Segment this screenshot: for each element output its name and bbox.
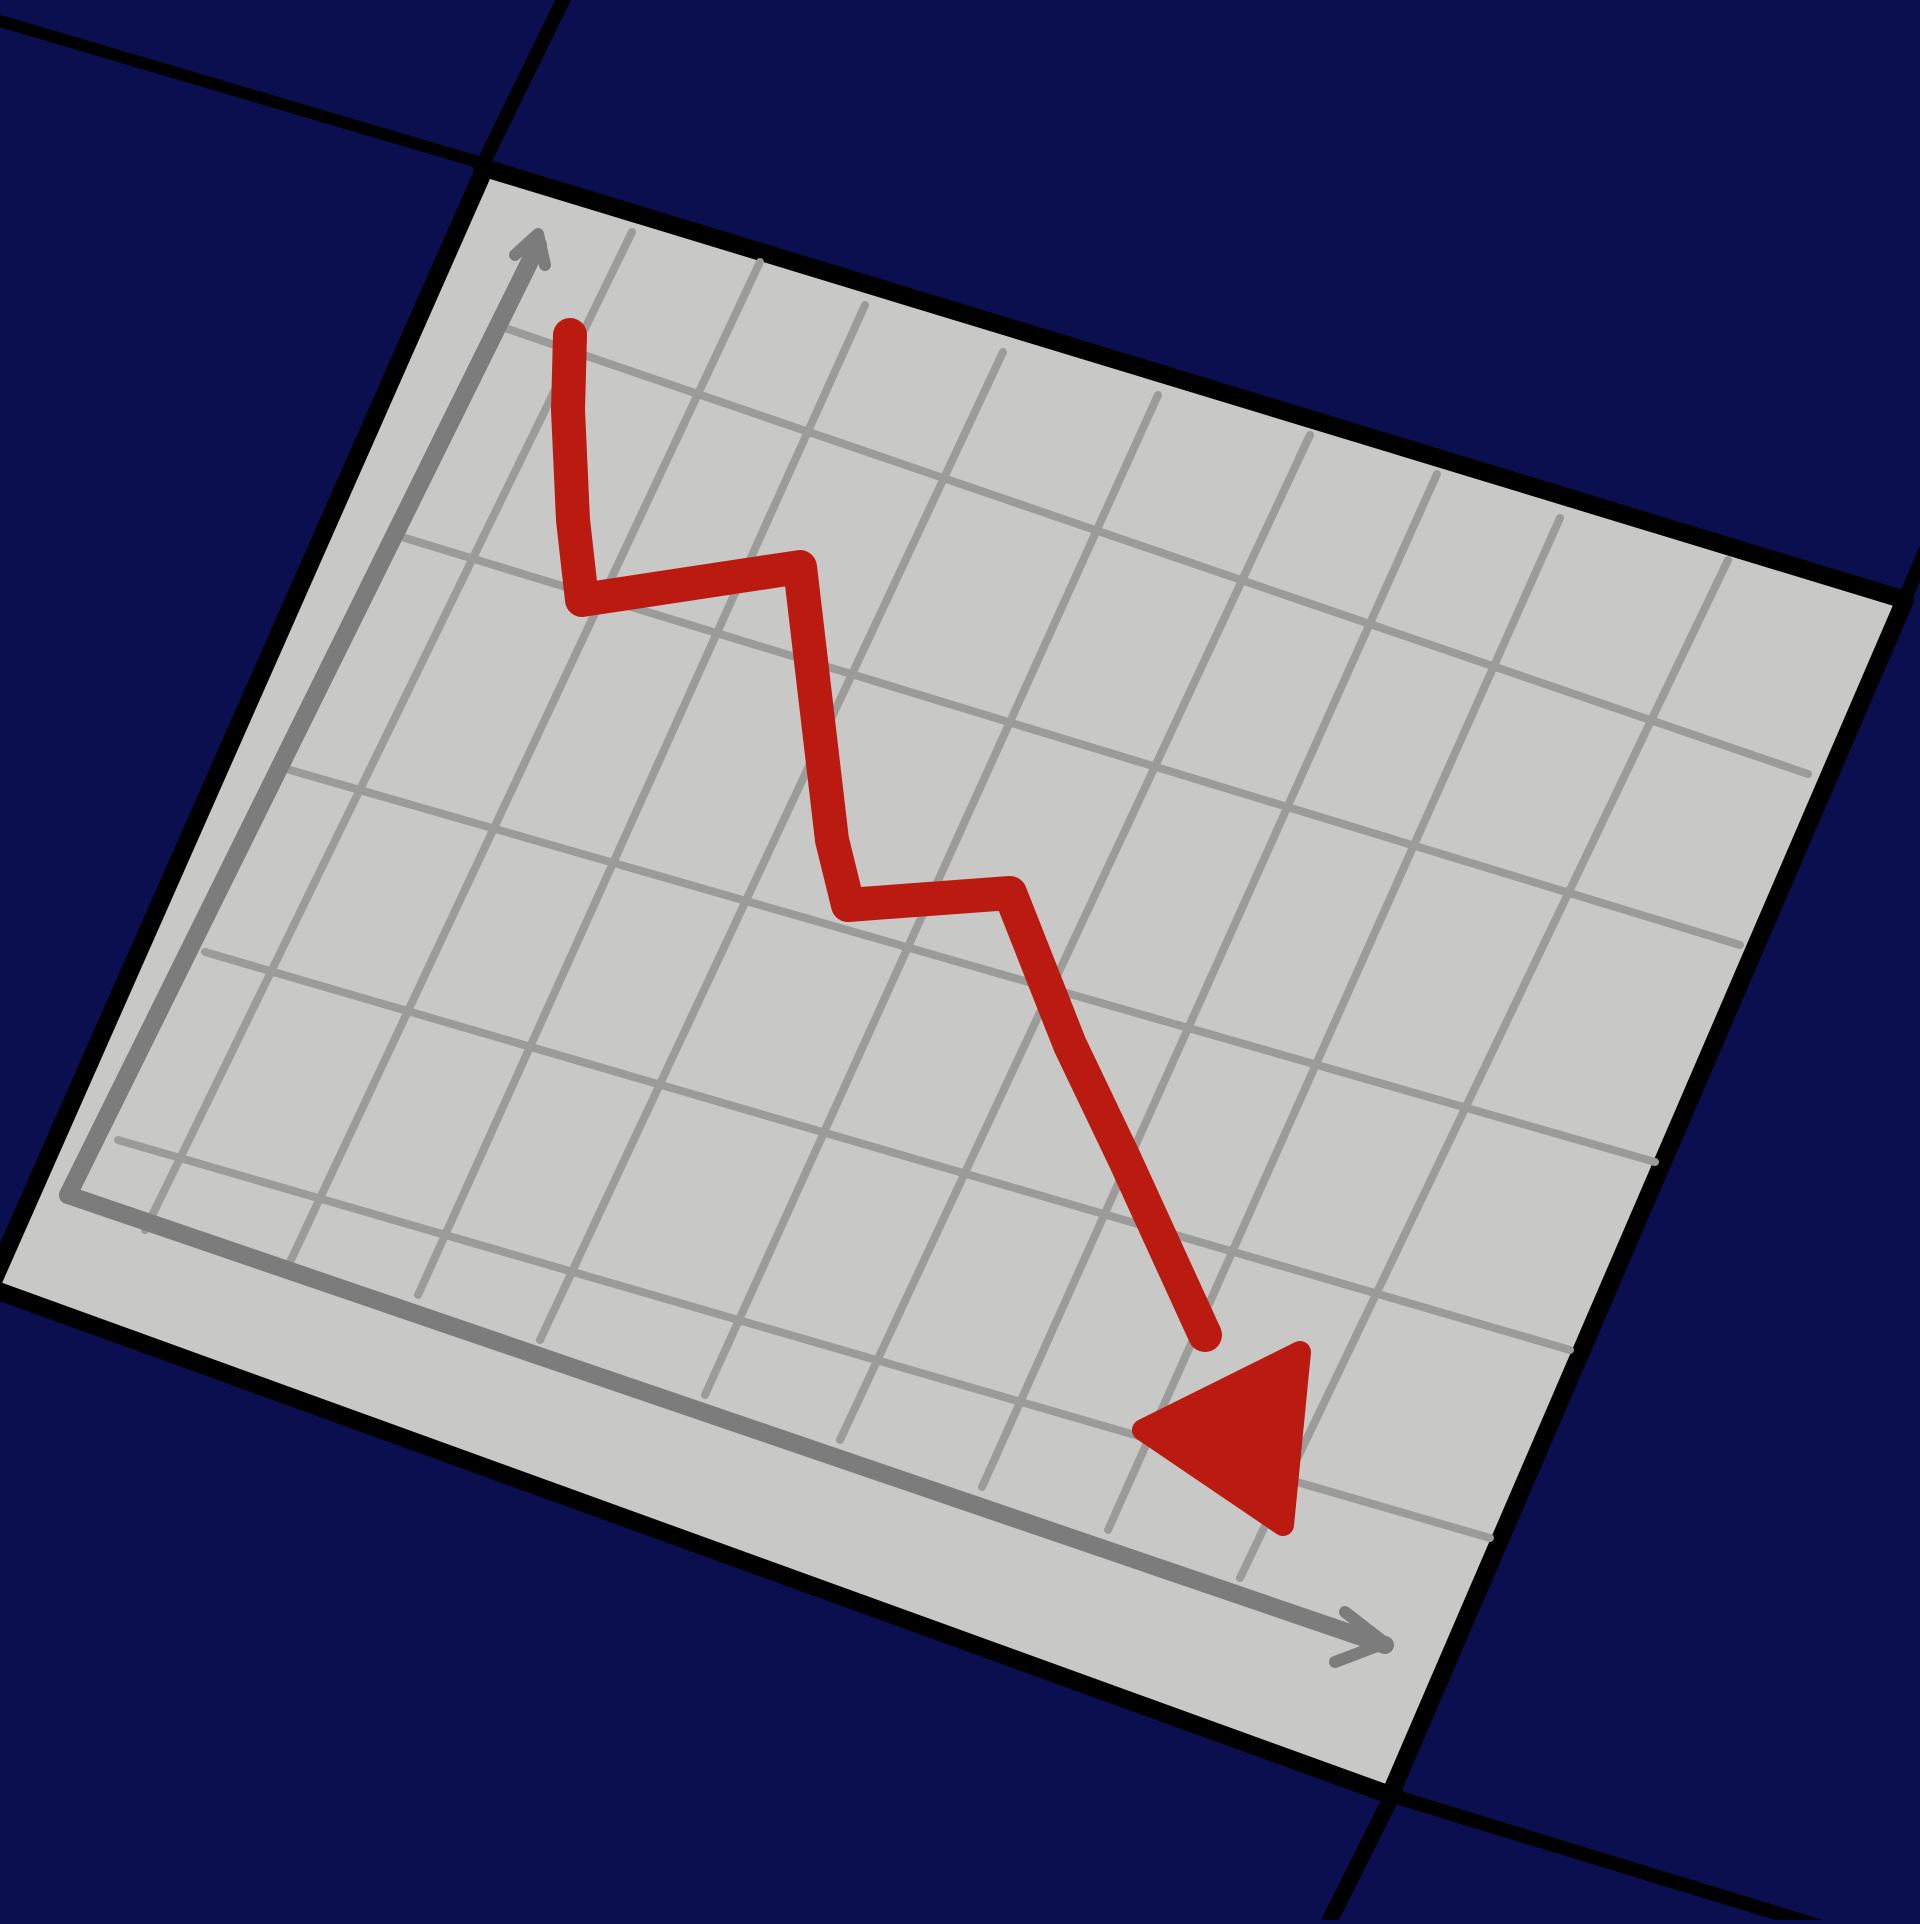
x-axis bbox=[59, 1186, 1394, 1654]
grid-line-v2 bbox=[286, 258, 764, 1266]
grid-line-v4 bbox=[536, 348, 1007, 1344]
grid-line-h1 bbox=[501, 324, 1812, 778]
axes bbox=[59, 228, 1394, 1668]
y-axis bbox=[59, 236, 547, 1204]
grid-line-h3 bbox=[286, 766, 1659, 1166]
grid-line-v6 bbox=[836, 431, 1314, 1444]
chart-panel bbox=[0, 159, 1914, 1804]
grid-line-v7 bbox=[978, 470, 1441, 1491]
tile-line-top-left bbox=[0, 14, 494, 171]
tile-line-bottom-right bbox=[1383, 1788, 1837, 1924]
tile-line-bottom bbox=[1319, 1782, 1403, 1924]
trend-arrow-head-icon bbox=[1132, 1341, 1311, 1536]
trend bbox=[551, 318, 1311, 1536]
grid-vertical-lines bbox=[141, 228, 1732, 1582]
grid-line-v3 bbox=[414, 301, 869, 1299]
x-axis-arrow-icon bbox=[1329, 1606, 1391, 1668]
grid-line-v8 bbox=[1104, 514, 1564, 1534]
grid-line-v1 bbox=[141, 228, 636, 1234]
tile-line-top bbox=[473, 0, 571, 177]
y-axis-arrow-icon bbox=[509, 228, 551, 271]
grid-line-h4 bbox=[201, 948, 1574, 1354]
trend-line bbox=[551, 318, 1222, 1352]
grid-line-v9 bbox=[1236, 556, 1732, 1582]
